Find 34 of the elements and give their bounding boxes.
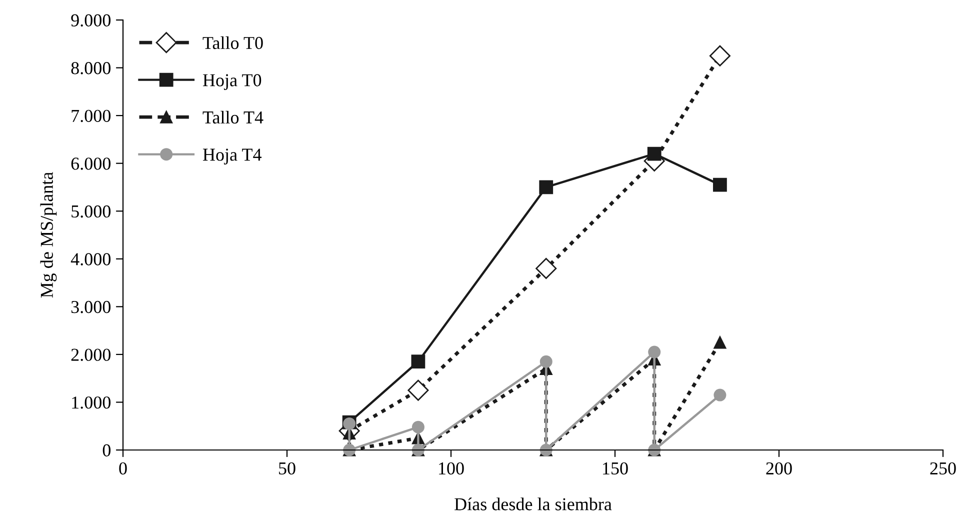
point xyxy=(408,380,429,401)
legend-label: Hoja T0 xyxy=(202,74,262,90)
y-axis-title: Mg de MS/planta xyxy=(40,172,57,298)
point xyxy=(713,178,727,192)
point xyxy=(647,146,662,161)
y-tick-label: 6.000 xyxy=(71,158,111,170)
point xyxy=(536,258,557,279)
legend-label: Tallo T0 xyxy=(202,36,263,50)
x-tick-label: 200 xyxy=(766,462,792,475)
point xyxy=(540,355,552,368)
x-tick-label: 0 xyxy=(119,462,127,475)
point xyxy=(714,388,726,402)
y-tick-label: 8.000 xyxy=(71,62,111,74)
y-tick-label: 0 xyxy=(102,444,111,456)
point xyxy=(714,336,726,349)
y-tick-label: 9.000 xyxy=(71,14,111,27)
x-axis-title: Días desde la siembra xyxy=(454,498,612,510)
point xyxy=(539,180,554,194)
legend-label: Tallo T4 xyxy=(202,110,264,124)
x-tick-label: 50 xyxy=(279,462,296,475)
point xyxy=(648,346,661,358)
y-tick-label: 5.000 xyxy=(72,205,111,218)
y-tick-label: 7.000 xyxy=(72,110,111,122)
x-tick-label: 100 xyxy=(439,462,464,475)
y-tick-label: 3.000 xyxy=(71,300,111,314)
y-tick-label: 1.000 xyxy=(72,396,111,409)
y-tick-label: 4.000 xyxy=(70,253,111,266)
point xyxy=(709,45,730,66)
point xyxy=(411,354,426,369)
x-tick-label: 250 xyxy=(930,462,956,475)
y-tick-label: 2.000 xyxy=(71,348,111,361)
legend-label: Hoja T4 xyxy=(202,148,262,164)
point xyxy=(412,420,424,434)
x-tick-label: 150 xyxy=(603,462,628,475)
